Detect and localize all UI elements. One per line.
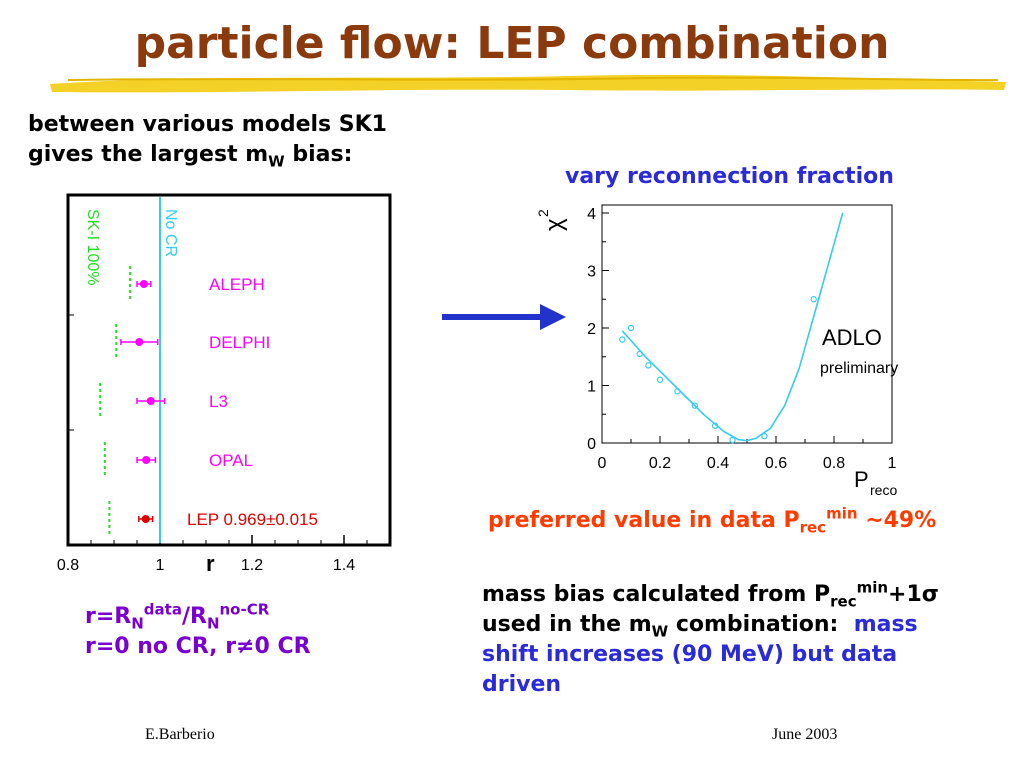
data-point	[142, 456, 151, 464]
x-tick-label: 0.8	[823, 455, 845, 472]
chi2-point	[636, 350, 643, 358]
experiment-label: OPAL	[209, 451, 253, 470]
experiment-label: ALEPH	[209, 275, 265, 294]
chi2-point	[619, 336, 626, 343]
data-point	[135, 338, 144, 346]
chi2-point	[761, 432, 768, 440]
y-axis-label-main: χ	[541, 218, 568, 231]
bias-line-2: used in the mW combination: mass	[482, 612, 918, 641]
bias-line-3: shift increases (90 MeV) but data	[482, 642, 898, 667]
footer-date: June 2003	[772, 726, 838, 743]
bias-line-1: mass bias calculated from Precmin+1σ	[482, 578, 939, 611]
chi2-plot-frame	[601, 204, 893, 444]
preferred-value-text: preferred value in data Precmin ~49%	[488, 504, 937, 537]
y-tick-label: 2	[587, 321, 596, 338]
y-tick-label: 1	[587, 379, 596, 396]
y-axis-label-sup: 2	[535, 209, 551, 217]
data-point	[146, 397, 155, 405]
x-tick-label: 1	[156, 557, 165, 574]
y-tick-label: 3	[587, 264, 596, 281]
arrow-icon	[442, 304, 566, 330]
x-axis-label-main: P	[854, 467, 869, 492]
x-tick-label: 1	[888, 455, 897, 472]
experiment-label: LEP 0.969±0.015	[187, 510, 318, 529]
r-definition: r=RNdata/RNno-CR r=0 no CR, r≠0 CR	[85, 602, 311, 662]
slide-title: particle flow: LEP combination	[134, 18, 890, 69]
x-tick-label: 0.6	[765, 455, 787, 472]
x-axis-ticks: 0.8 1 1.2 1.4	[57, 314, 368, 574]
x-axis-label: r	[206, 551, 215, 576]
experiment-label: DELPHI	[209, 333, 270, 352]
sk1-label: SK-I 100%	[84, 209, 101, 285]
chi2-axis-ticks: 0 0.2 0.4 0.6 0.8 1 0 1 2 3 4	[587, 206, 896, 472]
plot-frame	[66, 193, 392, 547]
preliminary-label: preliminary	[820, 360, 898, 377]
y-tick-label: 0	[587, 436, 596, 453]
r-definition-line-2: r=0 no CR, r≠0 CR	[85, 634, 311, 659]
r-ratio-chart: 0.8 1 1.2 1.4 No CR SK-I 100% ALEPH DELPHI L3…	[57, 193, 392, 576]
x-tick-label: 0	[598, 455, 607, 472]
x-tick-label: 1.2	[241, 557, 263, 574]
y-tick-label: 4	[587, 206, 596, 223]
no-cr-label: No CR	[162, 209, 179, 257]
chi2-point	[656, 376, 664, 383]
chi2-points	[619, 296, 817, 444]
chi2-point	[729, 436, 736, 444]
data-point	[139, 280, 148, 288]
mass-bias-text: mass bias calculated from Precmin+1σ use…	[482, 580, 939, 700]
intro-line-2: gives the largest mW bias:	[28, 142, 353, 171]
x-tick-label: 1.4	[333, 557, 355, 574]
chi2-point	[691, 402, 698, 409]
x-tick-label: 0.2	[649, 455, 671, 472]
adlo-label: ADLO	[822, 325, 882, 350]
vary-fraction-label: vary reconnection fraction	[565, 164, 894, 189]
data-point	[141, 515, 150, 523]
bias-line-4: driven	[482, 672, 562, 697]
intro-line-1: between various models SK1	[28, 112, 387, 137]
chi2-fit-curve	[621, 212, 844, 442]
chi2-point	[627, 324, 635, 332]
x-tick-label: 0.8	[57, 557, 79, 574]
footer-author: E.Barberio	[145, 726, 215, 743]
chi2-point	[645, 362, 652, 369]
r-definition-line-1: r=RNdata/RNno-CR	[85, 600, 270, 633]
chi2-chart: 0 0.2 0.4 0.6 0.8 1 0 1 2 3 4 ADLO preliminary P r…	[535, 204, 898, 498]
x-tick-label: 0.4	[707, 455, 729, 472]
experiment-label: L3	[209, 392, 228, 411]
intro-text: between various models SK1 gives the lar…	[28, 110, 387, 170]
experiment-marks: ALEPH DELPHI L3 OPAL LEP 0.969±0.015	[99, 266, 318, 537]
x-axis-label-sub: reco	[870, 482, 897, 498]
chi2-point	[810, 296, 817, 303]
chi2-point	[674, 388, 681, 395]
chi2-point	[711, 422, 719, 429]
title-highlighter-stroke	[50, 74, 1006, 93]
